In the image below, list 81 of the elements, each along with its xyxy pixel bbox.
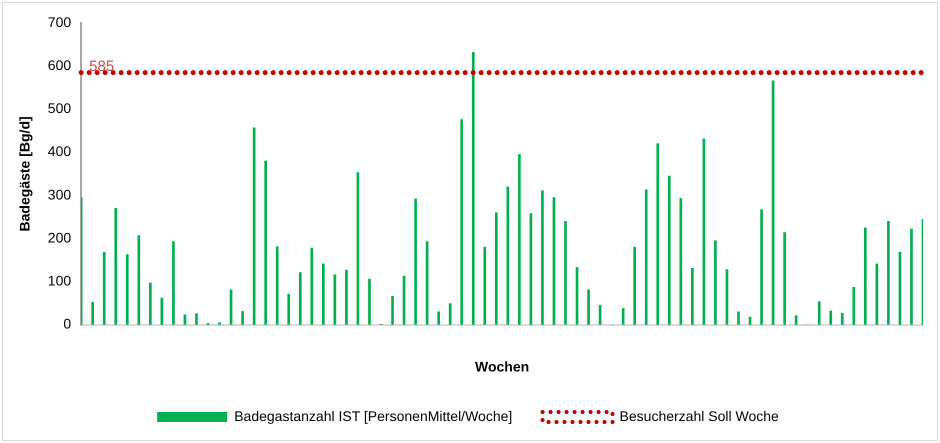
bar bbox=[241, 311, 244, 325]
bar bbox=[633, 246, 636, 325]
y-tick-label: 600 bbox=[48, 56, 72, 73]
bar bbox=[402, 276, 406, 325]
y-tick-label: 400 bbox=[48, 143, 72, 160]
bar bbox=[506, 186, 510, 325]
bar bbox=[172, 241, 175, 325]
bar bbox=[552, 197, 556, 325]
y-tick-label: 300 bbox=[48, 186, 72, 202]
bar bbox=[691, 268, 694, 325]
bar bbox=[748, 316, 752, 325]
bar bbox=[818, 301, 821, 325]
bar bbox=[518, 154, 521, 325]
bar bbox=[852, 286, 856, 325]
bar bbox=[576, 267, 578, 325]
bar bbox=[114, 208, 118, 325]
bar bbox=[160, 298, 164, 325]
bar bbox=[149, 282, 152, 325]
bar bbox=[483, 246, 486, 325]
bar bbox=[460, 119, 464, 325]
bar bbox=[252, 127, 256, 325]
bar bbox=[598, 305, 602, 325]
data-label: 585 bbox=[89, 58, 114, 76]
bar bbox=[587, 290, 590, 325]
bar bbox=[622, 308, 624, 325]
bar bbox=[760, 209, 763, 325]
bar bbox=[287, 294, 290, 325]
bar bbox=[230, 290, 232, 325]
bar bbox=[368, 278, 371, 325]
bar bbox=[887, 220, 890, 325]
bar bbox=[714, 240, 717, 325]
bar bbox=[298, 272, 302, 325]
bar bbox=[195, 313, 198, 325]
bar bbox=[448, 303, 452, 325]
bar bbox=[668, 176, 671, 325]
bar bbox=[644, 190, 648, 325]
y-tick-label: 0 bbox=[63, 316, 72, 332]
y-tick-label: 500 bbox=[48, 100, 72, 116]
bar bbox=[840, 312, 844, 325]
bar bbox=[137, 235, 140, 325]
bar bbox=[864, 227, 867, 325]
bar bbox=[310, 248, 314, 325]
y-axis-title: Badegäste [Bg/d] bbox=[16, 116, 32, 232]
bar bbox=[102, 252, 106, 325]
y-tick-label: 200 bbox=[48, 229, 72, 246]
bar bbox=[426, 241, 428, 325]
bar bbox=[391, 296, 394, 325]
bar bbox=[530, 213, 532, 325]
y-tick-label: 700 bbox=[48, 14, 72, 30]
bar bbox=[334, 274, 336, 325]
bar bbox=[345, 270, 348, 325]
bar bbox=[541, 190, 544, 325]
bar bbox=[264, 160, 267, 325]
bar bbox=[794, 315, 798, 325]
bar bbox=[472, 52, 475, 325]
bar bbox=[737, 312, 740, 325]
bar bbox=[184, 314, 186, 325]
bar bbox=[656, 143, 660, 325]
bar bbox=[910, 228, 913, 325]
bar bbox=[829, 310, 832, 325]
x-axis-title: Wochen bbox=[474, 358, 530, 374]
bar bbox=[218, 322, 221, 325]
bar bbox=[494, 212, 498, 325]
legend-label: Besucherzahl Soll Woche bbox=[620, 408, 780, 424]
legend-label: Badegastanzahl IST [PersonenMittel/Woche] bbox=[234, 408, 512, 424]
bar bbox=[726, 269, 728, 325]
bar bbox=[126, 254, 129, 325]
y-tick-label: 100 bbox=[48, 272, 72, 289]
bar bbox=[679, 198, 682, 325]
bar bbox=[414, 198, 417, 325]
bar bbox=[876, 264, 878, 325]
bar bbox=[356, 172, 360, 325]
bar bbox=[564, 220, 567, 325]
bar bbox=[91, 302, 94, 325]
bar bbox=[772, 80, 774, 325]
bar bbox=[276, 246, 279, 325]
bar bbox=[702, 138, 706, 325]
bar bbox=[322, 264, 325, 325]
bar bbox=[783, 232, 786, 325]
bar bbox=[437, 312, 440, 325]
bar bbox=[898, 252, 902, 325]
